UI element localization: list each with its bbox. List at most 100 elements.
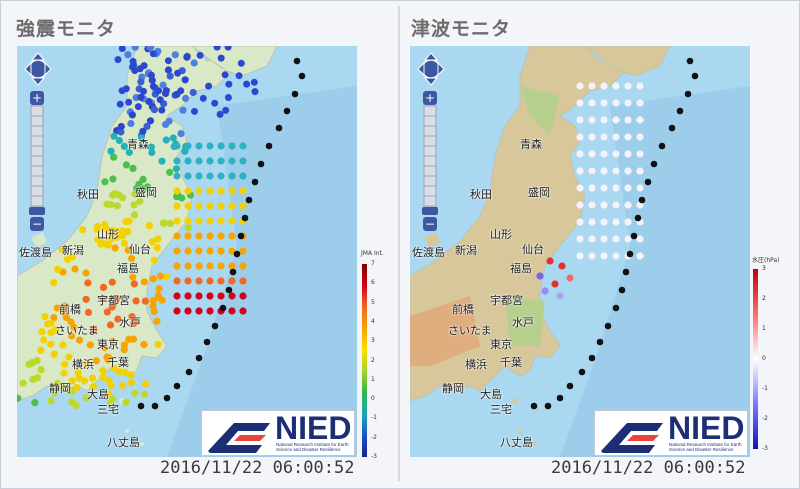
offshore-point: [228, 202, 236, 210]
station-point: [82, 394, 90, 402]
station-point: [199, 94, 207, 102]
offshore-point: [173, 292, 181, 300]
station-point: [61, 360, 69, 368]
station-point: [82, 269, 90, 277]
station-point: [135, 180, 143, 188]
gauge-point: [636, 184, 644, 192]
legend-color-bar: [753, 269, 758, 449]
cable-point: [233, 250, 241, 258]
cable-point: [612, 304, 620, 312]
map-label-niigata: 新潟: [455, 244, 477, 257]
cable-point: [684, 90, 692, 98]
map-label-miyake: 三宅: [490, 403, 512, 416]
offshore-point: [217, 217, 225, 225]
gauge-point: [600, 218, 608, 226]
offshore-point: [228, 307, 236, 315]
seismic-station-points: [17, 46, 306, 410]
pan-control-icon[interactable]: [23, 51, 53, 89]
station-point: [181, 76, 189, 84]
station-point: [149, 82, 157, 90]
cable-point: [293, 57, 301, 65]
gauge-point: [636, 133, 644, 141]
station-point: [164, 66, 172, 74]
station-point: [137, 93, 145, 101]
station-point: [149, 50, 157, 58]
map-label-maebashi: 前橋: [452, 303, 474, 316]
station-point: [101, 344, 109, 352]
gauge-point: [624, 201, 632, 209]
station-point: [140, 278, 148, 286]
gauge-point: [612, 235, 620, 243]
pan-control-icon[interactable]: [416, 51, 446, 89]
station-point: [182, 94, 190, 102]
station-point: [122, 161, 130, 169]
zoom-slider[interactable]: + −: [28, 91, 46, 231]
station-point: [59, 341, 67, 349]
station-point: [112, 295, 121, 303]
legend-tick: 0: [371, 395, 375, 403]
gauge-point: [624, 82, 632, 90]
station-point: [103, 308, 111, 316]
gauge-point: [612, 252, 620, 260]
cable-point: [530, 402, 538, 410]
station-point: [65, 353, 73, 361]
station-point: [160, 219, 168, 227]
gauge-point: [624, 116, 632, 124]
tsunami-map[interactable]: + − NIED National Research Institute for…: [410, 46, 750, 457]
map-label-sadogashima: 佐渡島: [19, 246, 52, 259]
gauge-point: [588, 201, 596, 209]
station-point: [141, 297, 149, 305]
svg-text:+: +: [32, 91, 42, 105]
timestamp: 2016/11/22 06:00:52: [551, 458, 746, 478]
station-point: [41, 313, 49, 321]
station-point: [147, 143, 155, 151]
station-point: [132, 297, 140, 305]
offshore-point: [206, 142, 214, 150]
offshore-point: [173, 277, 181, 285]
station-point: [60, 369, 68, 377]
offshore-point: [206, 172, 214, 180]
station-point: [109, 301, 117, 309]
station-point: [162, 87, 170, 95]
station-point: [121, 368, 129, 376]
map-label-morioka: 盛岡: [528, 186, 550, 199]
offshore-point: [184, 292, 192, 300]
gauge-point: [588, 218, 596, 226]
offshore-point: [173, 202, 181, 210]
offshore-point: [206, 232, 214, 240]
offshore-point: [239, 202, 247, 210]
station-point: [114, 56, 122, 64]
offshore-point: [206, 187, 214, 195]
gauge-point: [624, 235, 632, 243]
map-label-tokyo: 東京: [490, 338, 512, 351]
offshore-point: [184, 262, 192, 270]
offshore-point: [173, 187, 181, 195]
station-point: [106, 321, 115, 329]
map-label-oshima: 大島: [87, 388, 109, 401]
legend-tick: -1: [762, 385, 768, 392]
station-point: [183, 53, 191, 61]
map-label-sadogashima: 佐渡島: [412, 246, 445, 259]
offshore-point: [195, 142, 203, 150]
station-point: [158, 106, 166, 114]
strong-motion-map[interactable]: + − NIED National Research Institute for…: [17, 46, 357, 457]
offshore-point: [184, 277, 192, 285]
cable-point: [686, 57, 694, 65]
legend-tick: 1: [371, 375, 375, 383]
cable-point: [578, 368, 586, 376]
station-point: [134, 103, 142, 111]
offshore-point: [195, 187, 203, 195]
offshore-point: [239, 187, 247, 195]
station-point: [58, 246, 66, 254]
map-label-utsunomiya: 宇都宮: [490, 294, 523, 307]
zoom-slider[interactable]: + −: [421, 91, 439, 231]
station-point: [17, 394, 22, 402]
offshore-point: [173, 262, 181, 270]
cable-point: [195, 354, 203, 362]
gauge-point: [612, 116, 620, 124]
tsunami-panel: 津波モニタ + − NIED National Research Institu…: [401, 0, 793, 487]
legend-tick: 6: [371, 279, 375, 287]
station-point: [139, 127, 147, 135]
station-point: [127, 379, 135, 387]
station-point: [184, 224, 192, 232]
